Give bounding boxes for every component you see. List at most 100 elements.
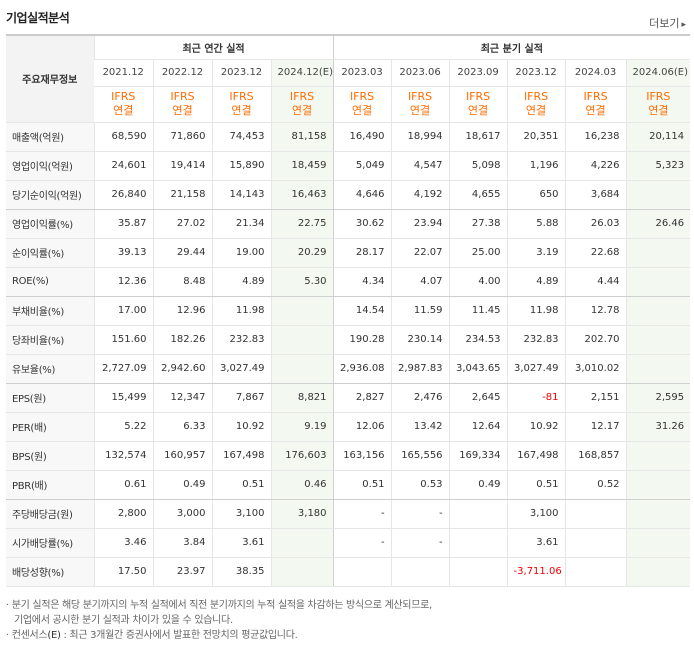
table-cell: 2,936.08 [332,354,392,384]
row-label: 당좌비율(%) [6,325,94,355]
table-cell: 4,646 [332,180,392,210]
standard-ifrs: IFRS [170,90,195,103]
row-label: 유보율(%) [6,354,94,384]
table-cell: 9.19 [270,412,334,442]
table-cell: -3,711.06 [506,557,566,587]
table-cell: 2,827 [332,383,392,413]
accounting-standard: IFRS 연결 [211,86,271,123]
table-cell: 5.88 [506,209,566,239]
table-cell: 17.00 [93,296,153,326]
section-header: 기업실적분석 더보기 ▸ [0,0,694,34]
table-cell: 165,556 [390,441,450,471]
table-cell: 4,226 [564,151,627,181]
footnote-1: · 분기 실적은 해당 분기까지의 누적 실적에서 직전 분기까지의 누적 실적… [6,600,432,611]
table-cell: 190.28 [332,325,392,355]
table-cell: 4.44 [564,267,627,297]
table-cell: 20,351 [506,122,566,152]
table-cell: 230.14 [390,325,450,355]
table-row: 순이익률(%) 39.13 29.44 19.00 20.29 28.17 22.07 25.… [6,238,691,268]
table-cell: 2,800 [93,499,153,529]
table-cell: 15,499 [93,383,153,413]
row-label: 순이익률(%) [6,238,94,268]
table-cell: 3,010.02 [564,354,627,384]
table-cell: 3,027.49 [506,354,566,384]
table-cell: 0.51 [506,470,566,500]
footnote-2-prefix: · 컨센서스 [6,630,48,641]
period-header: 2023.06 [390,59,450,87]
table-cell: 38.35 [211,557,271,587]
table-row: 시가배당률(%) 3.46 3.84 3.61- -3.61 [6,528,691,558]
table-cell [564,557,627,587]
table-cell: 26.03 [564,209,627,239]
standard-consolidated: 연결 [113,104,134,117]
table-cell [625,238,691,268]
period-header: 2024.03 [564,59,627,87]
table-cell: 132,574 [93,441,153,471]
period-header: 2023.09 [448,59,508,87]
table-cell: 25.00 [448,238,508,268]
row-label: 당기순이익(억원) [6,180,94,210]
table-cell: 22.68 [564,238,627,268]
table-cell: 4.34 [332,267,392,297]
footnote-1-cont: 기업에서 공시한 분기 실적과 차이가 있을 수 있습니다. [14,615,233,626]
table-cell: 14,143 [211,180,271,210]
table-cell: 20,114 [625,122,691,152]
table-cell: 17.50 [93,557,153,587]
table-cell: 39.13 [93,238,153,268]
table-cell: 160,957 [152,441,212,471]
table-row: EPS(원) 15,499 12,347 7,867 8,821 2,827 2,476 2,… [6,383,691,413]
table-cell: 13.42 [390,412,450,442]
table-cell: 4.89 [211,267,271,297]
table-cell: 3,043.65 [448,354,508,384]
table-cell [625,499,691,529]
table-cell: 8,821 [270,383,334,413]
table-cell: 232.83 [506,325,566,355]
table-cell: 3,180 [270,499,334,529]
table-cell: 21.34 [211,209,271,239]
table-cell: 27.38 [448,209,508,239]
table-cell: 19.00 [211,238,271,268]
table-cell: 11.59 [390,296,450,326]
table-row: PER(배) 5.22 6.33 10.92 9.19 12.06 13.42 12.64 10… [6,412,691,442]
table-cell: 11.98 [506,296,566,326]
period-header: 2022.12 [152,59,212,87]
table-cell: 182.26 [152,325,212,355]
table-cell: 11.98 [211,296,271,326]
table-row: 매출액(억원) 68,590 71,860 74,453 81,158 16,490 18,… [6,122,691,152]
table-cell [270,325,334,355]
more-link[interactable]: 더보기 ▸ [649,15,686,31]
accounting-standard: IFRS 연결 [390,86,450,123]
table-cell: 234.53 [448,325,508,355]
table-row: ROE(%) 12.36 8.48 4.89 5.30 4.34 4.07 4.00 4.89 4… [6,267,691,297]
table-cell: 28.17 [332,238,392,268]
table-cell: 176,603 [270,441,334,471]
accounting-standard: IFRS 연결 [332,86,392,123]
table-cell: 4.00 [448,267,508,297]
accounting-standard: IFRS 연결 [564,86,627,123]
table-cell: 2,727.09 [93,354,153,384]
footnotes: · 분기 실적은 해당 분기까지의 누적 실적에서 직전 분기까지의 누적 실적… [6,598,690,643]
table-cell: 5,049 [332,151,392,181]
table-cell: 2,595 [625,383,691,413]
table-cell [625,296,691,326]
row-label: 매출액(억원) [6,122,94,152]
quarter-group-header: 최근 분기 실적 [332,34,691,60]
table-cell: 12,347 [152,383,212,413]
table-cell [625,557,691,587]
table-cell: 5,098 [448,151,508,181]
chevron-right-icon: ▸ [681,20,686,30]
table-cell: 0.52 [564,470,627,500]
accounting-standard: IFRS 연결 [94,86,153,123]
table-cell: 71,860 [152,122,212,152]
label-column-header: 주요재무정보 [6,34,94,123]
table-cell: 16,490 [332,122,392,152]
table-cell: 20.29 [270,238,334,268]
period-header: 2024.06(E) [625,59,691,87]
table-cell: - [390,528,450,558]
table-cell [625,470,691,500]
table-cell: 12.64 [448,412,508,442]
table-cell: 27.02 [152,209,212,239]
table-cell [564,499,627,529]
table-cell: 4,655 [448,180,508,210]
table-cell: 167,498 [211,441,271,471]
